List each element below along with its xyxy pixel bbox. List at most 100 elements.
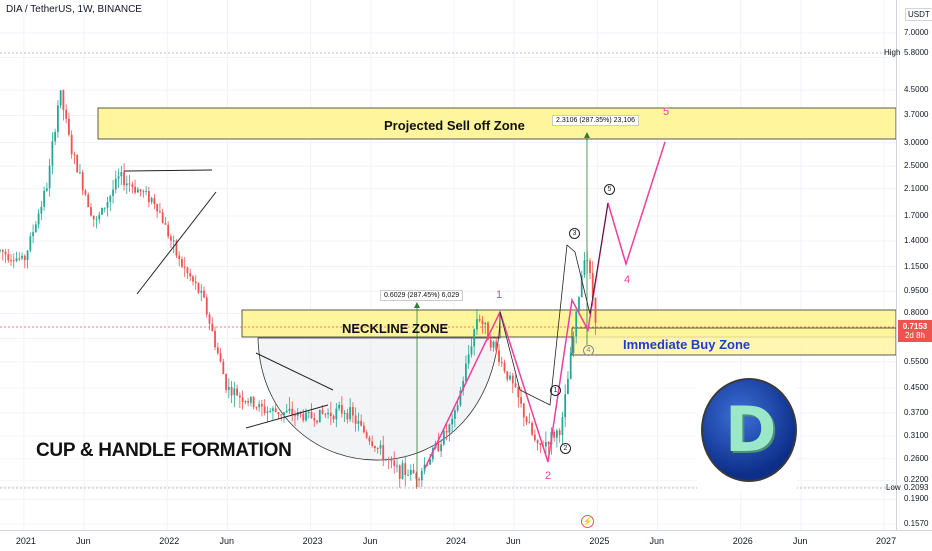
candle: [214, 326, 216, 351]
candle: [580, 270, 583, 298]
price-tick-label: 0.4500: [904, 382, 929, 392]
candle: [10, 254, 12, 266]
price-tick-label: 0.3700: [904, 408, 929, 418]
flag-bottom-line: [245, 404, 329, 429]
candle: [269, 407, 272, 413]
price-tick-label: 3.7000: [904, 110, 929, 120]
candle: [18, 252, 21, 262]
candle: [68, 112, 70, 137]
candle: [575, 309, 578, 344]
price-tick-label: 1.7000: [904, 210, 929, 220]
candle: [390, 456, 393, 469]
candle: [409, 464, 412, 481]
sell-zone-box: [97, 107, 897, 140]
time-tick-label: 2027: [876, 536, 897, 546]
price-tick-label: 2.1000: [904, 183, 929, 193]
candle: [478, 314, 481, 323]
price-tick-label: 0.3100: [904, 431, 929, 441]
candle: [567, 371, 569, 395]
candle: [7, 248, 10, 263]
candle: [4, 248, 7, 263]
candle: [29, 232, 32, 253]
candle: [34, 221, 37, 233]
candle: [167, 221, 170, 239]
candle: [194, 275, 197, 290]
candle: [291, 401, 294, 422]
candle: [349, 398, 352, 422]
candle: [351, 402, 354, 423]
candle: [56, 100, 59, 138]
candle: [181, 256, 183, 269]
wave-label-5: 5: [663, 106, 670, 118]
candle: [0, 248, 1, 254]
time-tick-label: Jun: [76, 536, 91, 546]
candle: [183, 257, 186, 278]
currency-label: USDT: [905, 8, 932, 21]
candle: [79, 164, 81, 175]
candle: [354, 407, 357, 432]
candle: [448, 423, 451, 442]
candle: [40, 201, 43, 221]
time-tick-label: Jun: [219, 536, 234, 546]
candle: [258, 400, 261, 412]
candle: [252, 395, 255, 410]
candle: [420, 467, 423, 487]
candle: [340, 396, 343, 418]
candle: [363, 422, 365, 434]
candle: [511, 372, 514, 394]
candle: [92, 215, 95, 227]
wave-label-4: 4: [624, 274, 631, 286]
price-axis[interactable]: USDT 7.0000 4.5000 3.7000 3.0000 2.5000 2.100…: [896, 0, 932, 530]
triangle-bottom-line: [136, 191, 217, 295]
candle: [360, 414, 363, 427]
neckline-zone-label: NECKLINE ZONE: [342, 321, 449, 336]
candle: [327, 408, 329, 419]
circle-label-3: 3: [569, 228, 580, 239]
candle: [128, 175, 131, 192]
price-tick-label: 1.1500: [904, 261, 929, 271]
candle: [445, 423, 448, 441]
candle: [393, 451, 396, 474]
time-tick-label: 2021: [15, 536, 36, 546]
candle: [335, 402, 338, 428]
candle: [525, 415, 528, 425]
candle: [415, 471, 418, 489]
price-tick-label: 0.1570: [904, 519, 929, 528]
low-label: Low: [886, 483, 901, 492]
high-label: High: [884, 48, 901, 57]
candle: [473, 328, 476, 356]
candle: [51, 132, 54, 175]
candle: [514, 374, 517, 389]
candle: [484, 322, 487, 335]
lightning-icon[interactable]: ⚡: [581, 515, 594, 528]
price-tick-label: 1.4000: [904, 236, 929, 246]
candle: [528, 413, 531, 424]
time-tick-label: Jun: [649, 536, 665, 546]
low-value: 0.2093: [904, 483, 929, 492]
candle: [412, 463, 415, 475]
candle: [145, 186, 148, 196]
candle: [467, 344, 470, 369]
candle: [23, 254, 26, 269]
candle: [503, 359, 506, 374]
candle: [561, 411, 564, 445]
candle: [365, 430, 368, 440]
candle: [564, 384, 567, 427]
candle: [294, 410, 296, 427]
candle: [153, 194, 156, 210]
time-tick-label: 2026: [732, 536, 753, 546]
candle: [238, 392, 241, 409]
time-axis[interactable]: 2021 Jun 2022 Jun 2023 Jun 2024 Jun 2025 Jun 2026 J…: [0, 530, 932, 551]
candle: [459, 386, 462, 408]
circle-label-1: 1: [550, 385, 561, 396]
candle: [112, 179, 114, 204]
candle: [489, 334, 492, 351]
candle: [139, 188, 142, 197]
price-tick-label: 0.5500: [904, 356, 929, 366]
candle: [208, 312, 211, 331]
candle: [324, 412, 327, 419]
candle: [125, 175, 128, 195]
candle: [539, 443, 542, 453]
wave-count-line-inner: [499, 202, 609, 406]
